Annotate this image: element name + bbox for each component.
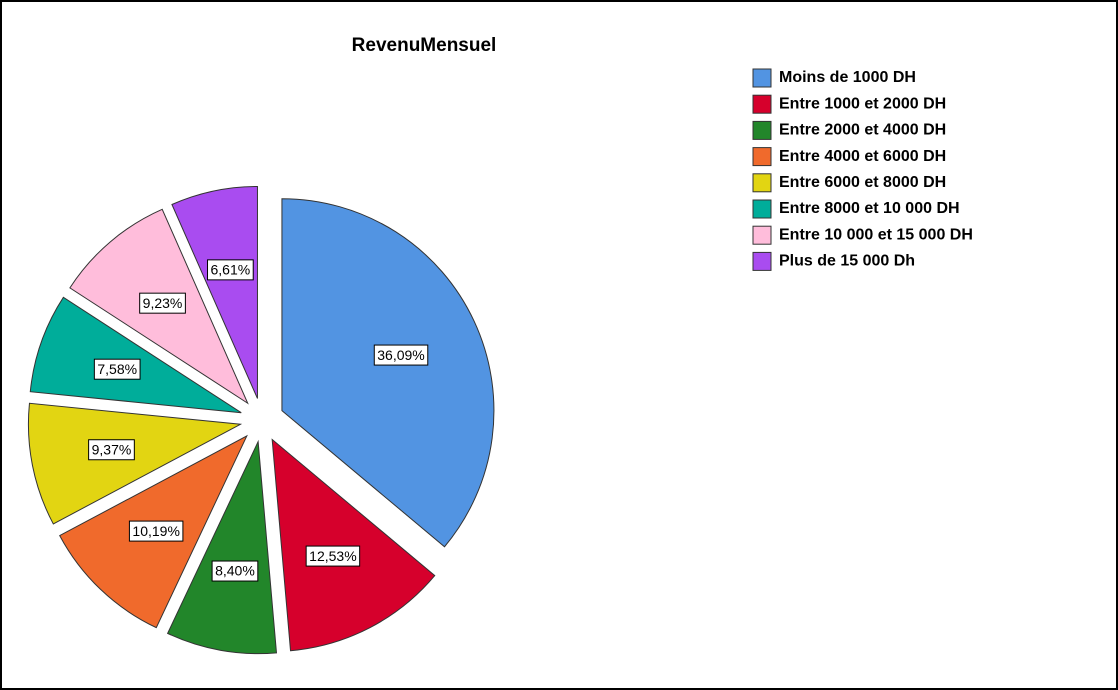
legend-swatch xyxy=(752,173,772,193)
legend-label: Entre 10 000 et 15 000 DH xyxy=(779,226,973,243)
legend-swatch xyxy=(752,199,772,219)
pie-slice xyxy=(271,438,436,652)
data-label: 12,53% xyxy=(309,548,356,564)
legend-swatch xyxy=(752,120,772,140)
data-label-box xyxy=(128,520,184,542)
data-label: 6,61% xyxy=(211,262,251,278)
legend-swatch xyxy=(752,225,772,245)
data-label: 8,40% xyxy=(215,563,255,579)
legend-label: Entre 2000 et 4000 DH xyxy=(779,122,946,139)
legend-label: Entre 1000 et 2000 DH xyxy=(779,95,946,112)
data-label-box xyxy=(139,292,186,314)
legend-swatch xyxy=(752,94,772,114)
legend-label: Entre 8000 et 10 000 DH xyxy=(779,200,960,217)
data-label: 7,58% xyxy=(97,361,137,377)
data-label: 9,37% xyxy=(92,441,132,457)
pie-slice xyxy=(281,198,495,548)
data-label: 36,09% xyxy=(377,347,424,363)
data-label: 9,23% xyxy=(143,295,183,311)
data-label: 10,19% xyxy=(132,523,179,539)
legend-label: Entre 6000 et 8000 DH xyxy=(779,174,946,191)
data-label-box xyxy=(211,560,259,582)
legend-label: Plus de 15 000 Dh xyxy=(779,253,915,270)
legend-label: Entre 4000 et 6000 DH xyxy=(779,148,946,165)
legend-swatch xyxy=(752,251,772,271)
pie-slice xyxy=(171,185,258,399)
data-label-box xyxy=(373,344,429,366)
data-label-box xyxy=(305,545,361,567)
legend-label: Moins de 1000 DH xyxy=(779,69,916,86)
legend-swatch xyxy=(752,68,772,88)
pie-slice xyxy=(29,296,242,414)
legend-swatch xyxy=(752,147,772,167)
data-label-box xyxy=(88,439,135,461)
pie-slice xyxy=(27,402,243,525)
data-label-box xyxy=(93,358,141,380)
chart-title: RevenuMensuel xyxy=(352,35,497,56)
data-label-box xyxy=(207,259,254,281)
pie-slice xyxy=(166,439,278,655)
